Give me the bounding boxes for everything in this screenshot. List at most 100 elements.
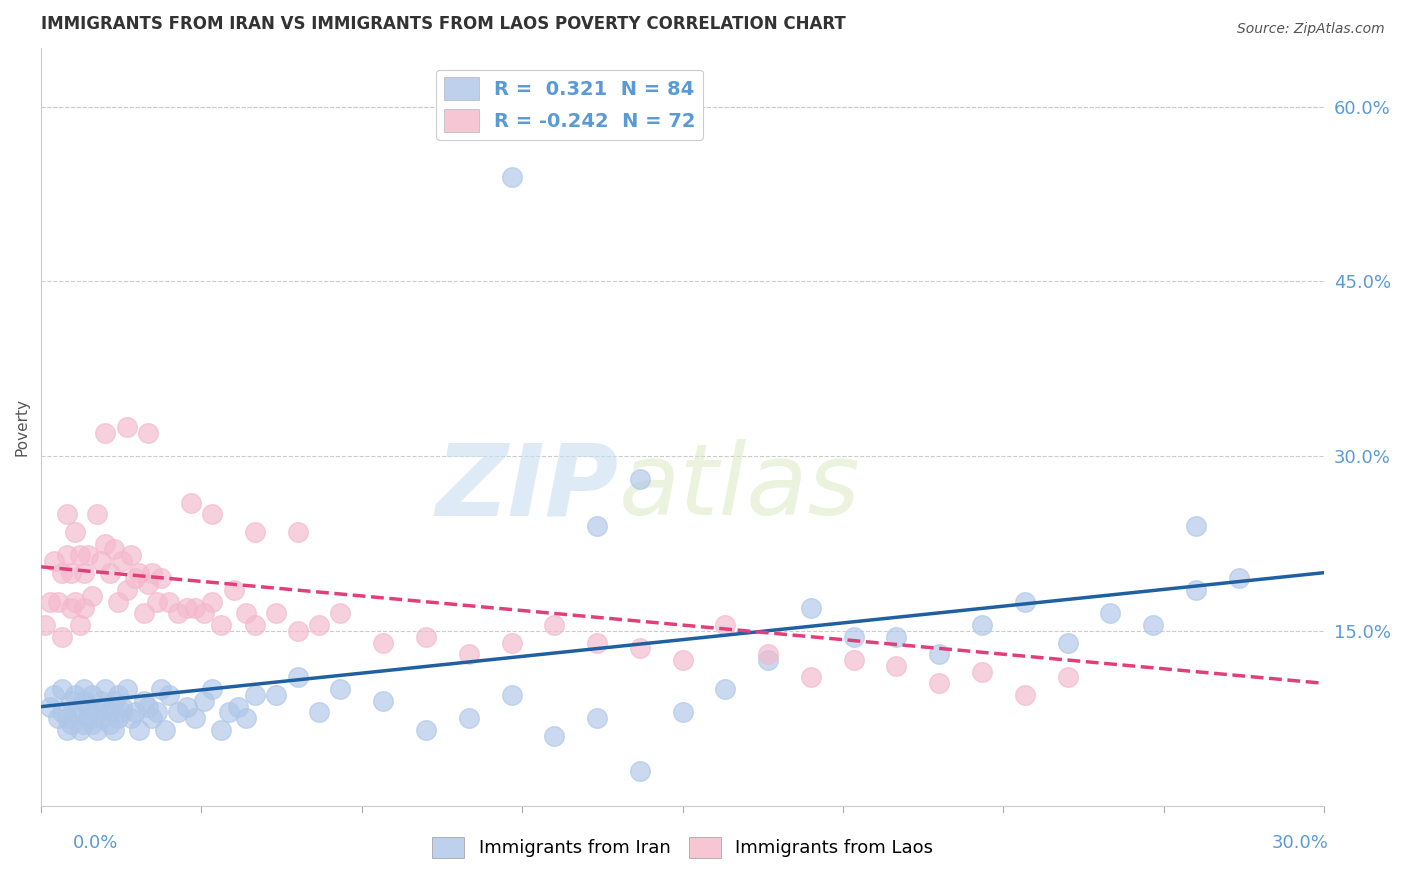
- Point: [55, 508, 77, 522]
- Point: [756, 647, 779, 661]
- Point: [55, 548, 77, 562]
- Point: [457, 711, 479, 725]
- Point: [69, 723, 91, 737]
- Point: [145, 595, 167, 609]
- Point: [756, 653, 779, 667]
- Point: [886, 630, 908, 644]
- Point: [111, 554, 134, 568]
- Point: [60, 694, 83, 708]
- Point: [115, 583, 138, 598]
- Point: [107, 688, 129, 702]
- Point: [73, 694, 96, 708]
- Point: [111, 706, 134, 720]
- Point: [329, 607, 352, 621]
- Point: [308, 706, 330, 720]
- Point: [103, 542, 125, 557]
- Point: [672, 706, 695, 720]
- Point: [69, 618, 91, 632]
- Point: [287, 524, 309, 539]
- Point: [628, 764, 651, 778]
- Point: [266, 688, 288, 702]
- Point: [287, 671, 309, 685]
- Point: [218, 706, 240, 720]
- Point: [94, 425, 117, 440]
- Point: [82, 717, 104, 731]
- Point: [176, 699, 198, 714]
- Point: [65, 524, 87, 539]
- Point: [107, 595, 129, 609]
- Point: [1185, 519, 1208, 533]
- Point: [714, 682, 737, 697]
- Point: [167, 607, 190, 621]
- Point: [149, 682, 172, 697]
- Point: [628, 473, 651, 487]
- Point: [98, 706, 121, 720]
- Point: [51, 706, 73, 720]
- Point: [800, 671, 823, 685]
- Point: [141, 711, 163, 725]
- Point: [65, 706, 87, 720]
- Point: [243, 688, 266, 702]
- Point: [136, 699, 159, 714]
- Point: [209, 723, 232, 737]
- Point: [586, 519, 609, 533]
- Point: [115, 682, 138, 697]
- Point: [167, 706, 190, 720]
- Point: [501, 635, 523, 649]
- Point: [98, 717, 121, 731]
- Text: atlas: atlas: [619, 439, 860, 536]
- Point: [176, 600, 198, 615]
- Point: [184, 711, 207, 725]
- Point: [586, 635, 609, 649]
- Point: [98, 566, 121, 580]
- Text: 30.0%: 30.0%: [1272, 834, 1329, 852]
- Point: [308, 618, 330, 632]
- Point: [124, 706, 146, 720]
- Point: [193, 694, 215, 708]
- Point: [60, 600, 83, 615]
- Point: [1014, 688, 1036, 702]
- Point: [103, 723, 125, 737]
- Point: [184, 600, 207, 615]
- Point: [55, 723, 77, 737]
- Point: [69, 548, 91, 562]
- Y-axis label: Poverty: Poverty: [15, 398, 30, 456]
- Point: [141, 566, 163, 580]
- Point: [209, 618, 232, 632]
- Point: [501, 688, 523, 702]
- Point: [94, 536, 117, 550]
- Point: [136, 577, 159, 591]
- Point: [94, 699, 117, 714]
- Point: [373, 635, 395, 649]
- Point: [329, 682, 352, 697]
- Point: [222, 583, 245, 598]
- Point: [157, 595, 180, 609]
- Point: [243, 618, 266, 632]
- Point: [73, 600, 96, 615]
- Point: [128, 723, 150, 737]
- Point: [842, 653, 865, 667]
- Point: [457, 647, 479, 661]
- Point: [1142, 618, 1164, 632]
- Legend: R =  0.321  N = 84, R = -0.242  N = 72: R = 0.321 N = 84, R = -0.242 N = 72: [436, 70, 703, 140]
- Point: [115, 420, 138, 434]
- Point: [128, 566, 150, 580]
- Point: [136, 425, 159, 440]
- Point: [65, 595, 87, 609]
- Point: [714, 618, 737, 632]
- Point: [82, 688, 104, 702]
- Point: [928, 676, 950, 690]
- Point: [38, 595, 60, 609]
- Point: [149, 572, 172, 586]
- Point: [672, 653, 695, 667]
- Point: [842, 630, 865, 644]
- Point: [90, 694, 112, 708]
- Point: [373, 694, 395, 708]
- Text: Source: ZipAtlas.com: Source: ZipAtlas.com: [1237, 22, 1385, 37]
- Text: ZIP: ZIP: [436, 439, 619, 536]
- Point: [77, 711, 100, 725]
- Point: [94, 682, 117, 697]
- Point: [51, 566, 73, 580]
- Point: [266, 607, 288, 621]
- Point: [107, 711, 129, 725]
